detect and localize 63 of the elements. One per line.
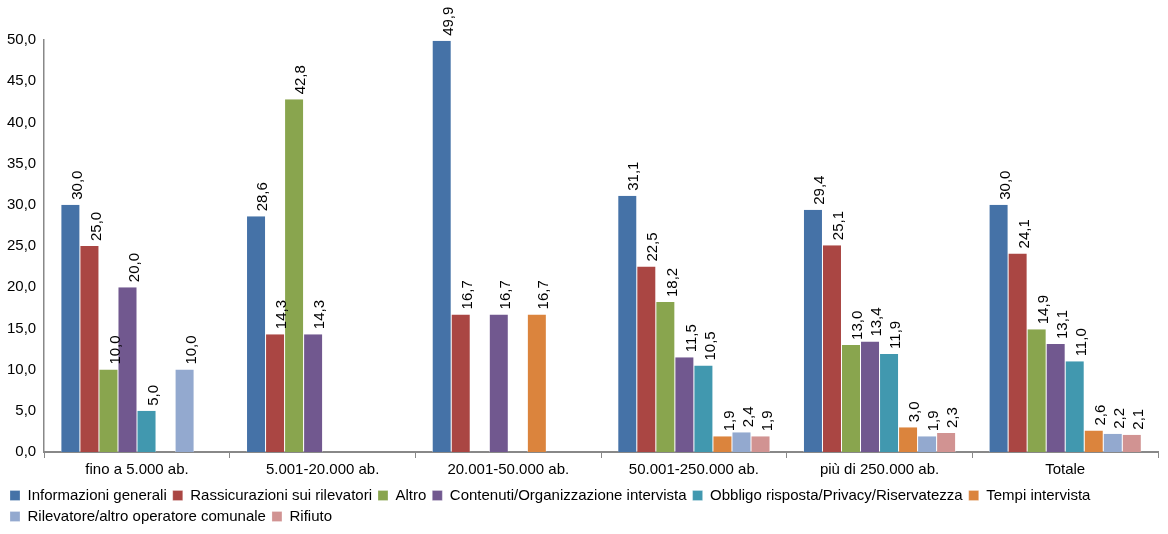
y-tick-label: 0,0 bbox=[15, 442, 37, 460]
data-label: 2,2 bbox=[1109, 408, 1127, 429]
data-label: 28,6 bbox=[253, 182, 271, 212]
data-label: 16,7 bbox=[533, 280, 551, 310]
data-label: 10,0 bbox=[105, 335, 123, 365]
data-label: 2,3 bbox=[943, 407, 961, 429]
data-label: 14,3 bbox=[310, 299, 328, 330]
x-tick-label: fino a 5.000 ab. bbox=[85, 460, 189, 478]
data-label: 11,0 bbox=[1071, 328, 1089, 357]
data-label: 30,0 bbox=[995, 170, 1013, 200]
legend-label: Tempi intervista bbox=[986, 485, 1092, 503]
legend-label: Altro bbox=[395, 485, 427, 503]
legend-label: Informazioni generali bbox=[27, 485, 167, 503]
y-tick-label: 30,0 bbox=[6, 194, 37, 212]
y-tick-label: 10,0 bbox=[6, 359, 37, 377]
y-tick-label: 45,0 bbox=[6, 71, 37, 89]
data-label: 31,1 bbox=[624, 161, 642, 191]
data-label: 11,5 bbox=[681, 324, 699, 353]
x-tick-label: più di 250.000 ab. bbox=[819, 460, 940, 478]
y-tick-label: 35,0 bbox=[6, 153, 37, 171]
legend-label: Rifiuto bbox=[289, 506, 332, 524]
data-label: 1,9 bbox=[719, 410, 737, 432]
data-label: 1,9 bbox=[757, 410, 775, 432]
data-label: 25,0 bbox=[86, 211, 104, 241]
data-label: 1,9 bbox=[924, 410, 942, 432]
legend-label: Contenuti/Organizzazione intervista bbox=[449, 485, 688, 503]
data-label: 2,1 bbox=[1128, 408, 1146, 430]
data-label: 18,2 bbox=[662, 267, 680, 298]
data-label: 42,8 bbox=[291, 65, 309, 95]
data-label: 10,0 bbox=[181, 335, 199, 365]
y-tick-label: 15,0 bbox=[6, 318, 37, 336]
data-label: 16,7 bbox=[495, 280, 513, 310]
legend-label: Obbligo risposta/Privacy/Riservatezza bbox=[710, 485, 964, 503]
y-tick-label: 5,0 bbox=[15, 400, 37, 418]
legend-label: Rilevatore/altro operatore comunale bbox=[27, 506, 266, 524]
data-label: 10,5 bbox=[700, 331, 718, 361]
data-label: 2,6 bbox=[1090, 404, 1108, 426]
data-label: 25,1 bbox=[829, 210, 847, 241]
y-tick-label: 20,0 bbox=[6, 277, 37, 295]
data-label: 2,4 bbox=[738, 406, 756, 428]
y-tick-label: 50,0 bbox=[6, 30, 37, 48]
y-tick-label: 40,0 bbox=[6, 112, 37, 130]
data-label: 14,9 bbox=[1033, 295, 1051, 325]
x-tick-label: 50.001-250.000 ab. bbox=[628, 460, 759, 478]
data-label: 5,0 bbox=[143, 384, 161, 406]
x-tick-label: 5.001-20.000 ab. bbox=[265, 460, 380, 478]
x-tick-label: Totale bbox=[1045, 460, 1086, 478]
data-label: 22,5 bbox=[643, 232, 661, 262]
data-label: 29,4 bbox=[810, 175, 828, 205]
data-label: 13,4 bbox=[867, 307, 885, 337]
data-label: 3,0 bbox=[905, 401, 923, 423]
x-tick-label: 20.001-50.000 ab. bbox=[447, 460, 570, 478]
data-label: 11,9 bbox=[886, 320, 904, 349]
data-label: 20,0 bbox=[124, 253, 142, 283]
data-label: 16,7 bbox=[457, 280, 475, 310]
data-label: 24,1 bbox=[1014, 219, 1032, 249]
data-label: 49,9 bbox=[438, 6, 456, 36]
data-label: 13,0 bbox=[848, 310, 866, 340]
data-label: 30,0 bbox=[67, 170, 85, 200]
data-label: 13,1 bbox=[1052, 309, 1070, 340]
data-label: 14,3 bbox=[272, 299, 290, 330]
legend-label: Rassicurazioni sui rilevatori bbox=[190, 485, 372, 503]
y-tick-label: 25,0 bbox=[6, 236, 37, 254]
